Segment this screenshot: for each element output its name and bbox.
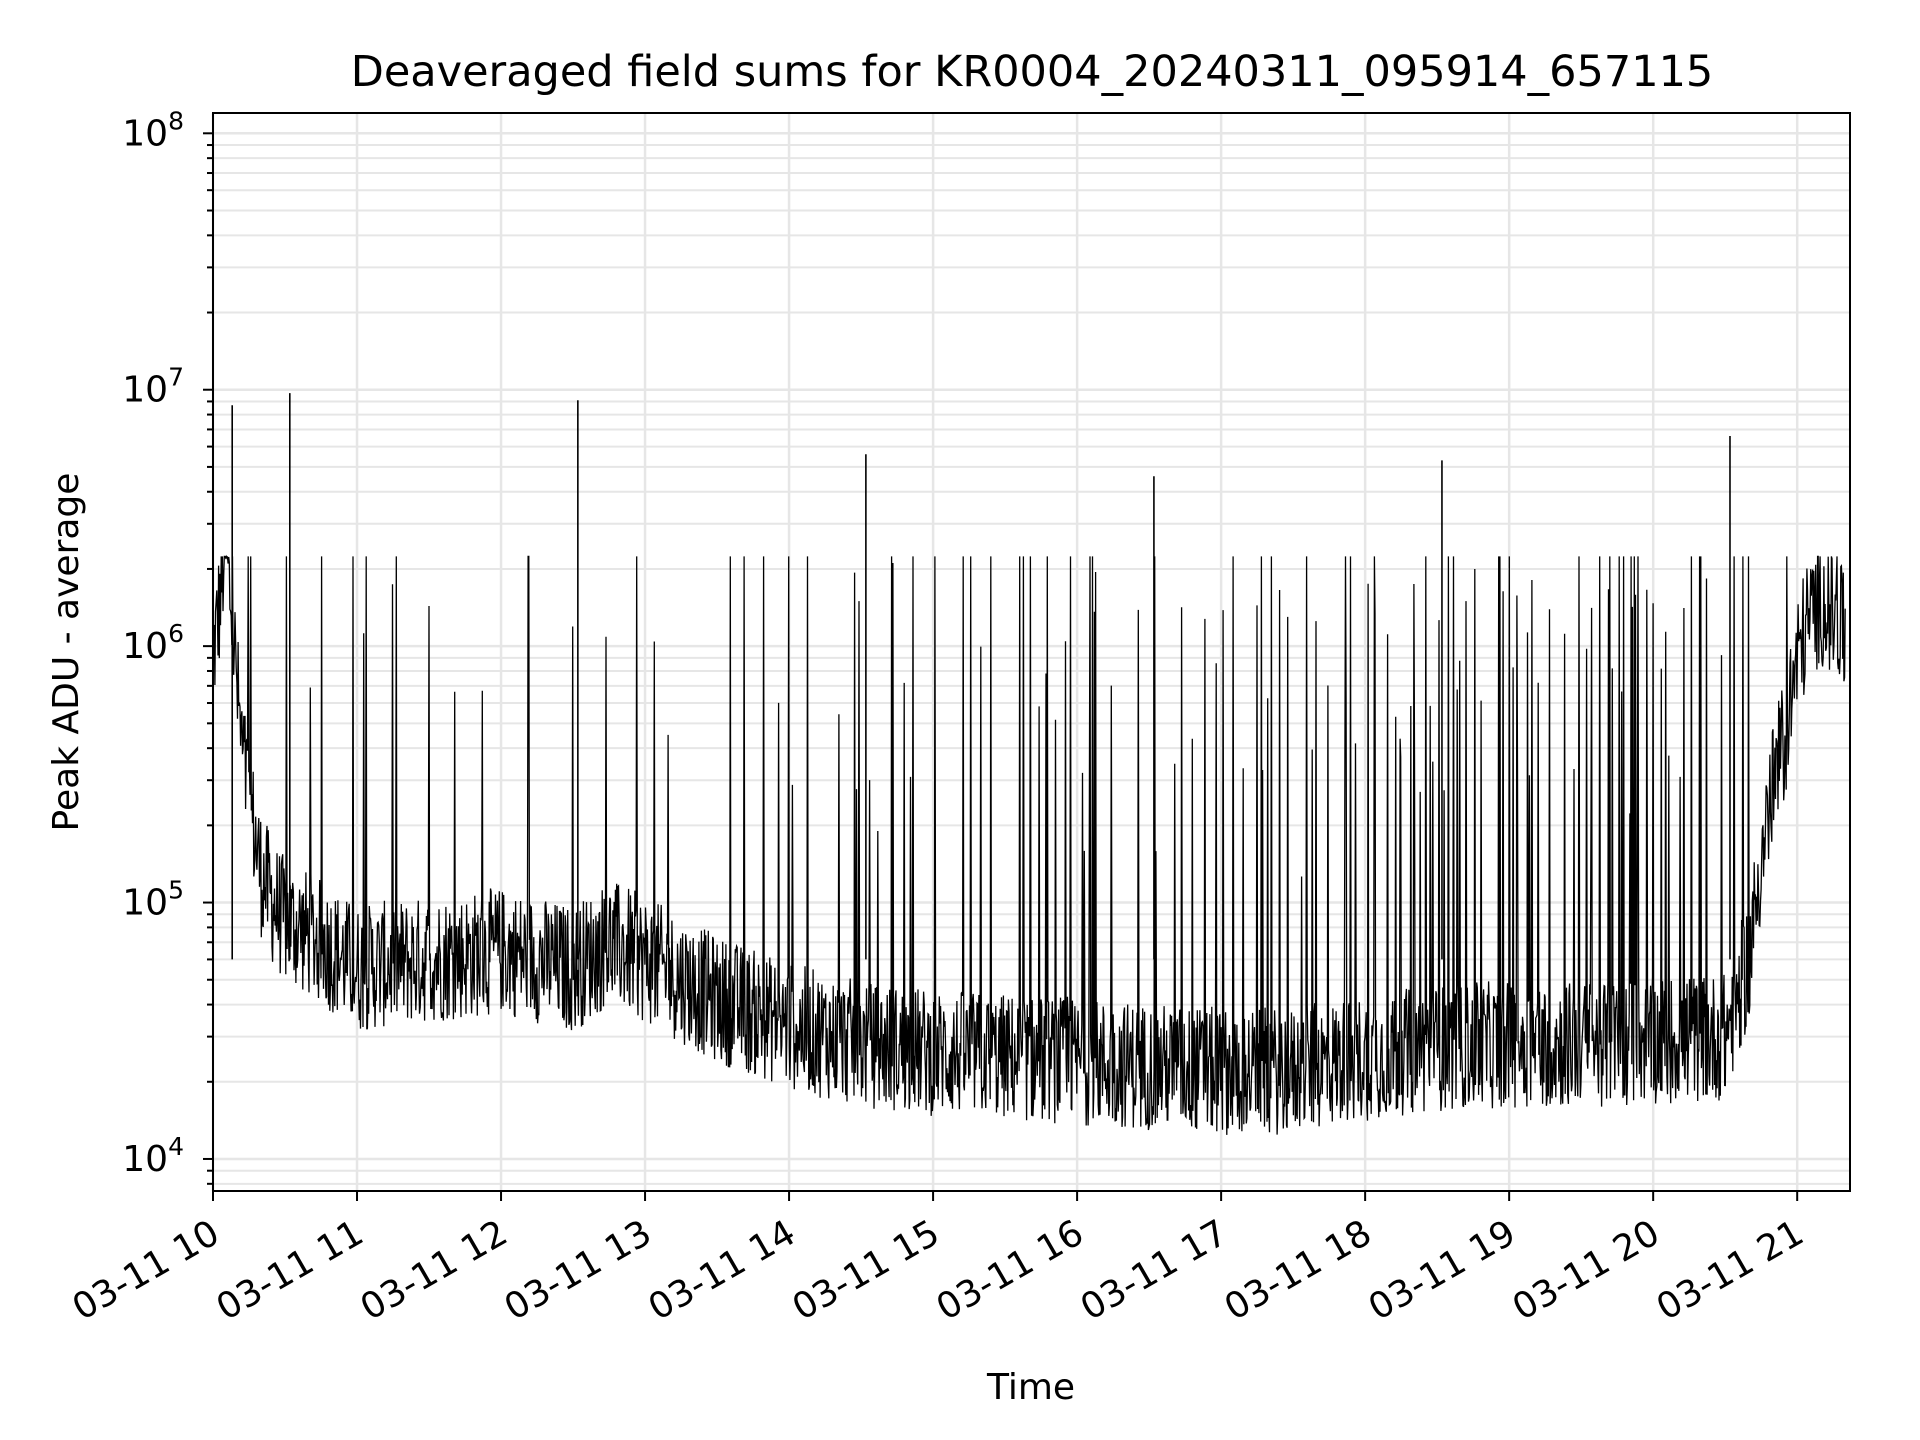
y-tick-label: 108 <box>122 106 184 154</box>
x-axis-label: Time <box>986 1367 1075 1408</box>
y-axis-label: Peak ADU - average <box>46 473 87 832</box>
data-layer <box>212 393 1846 1135</box>
y-tick-label: 104 <box>122 1132 184 1180</box>
series-line <box>212 554 1846 1135</box>
chart-title: Deaveraged field sums for KR0004_2024031… <box>351 47 1714 97</box>
y-tick-label: 106 <box>122 619 184 667</box>
y-tick-label: 107 <box>122 363 184 411</box>
plot-frame <box>212 112 1851 1192</box>
y-tick-label: 105 <box>122 876 184 924</box>
y-axis: 104 105 106 107 108 <box>122 106 213 1185</box>
